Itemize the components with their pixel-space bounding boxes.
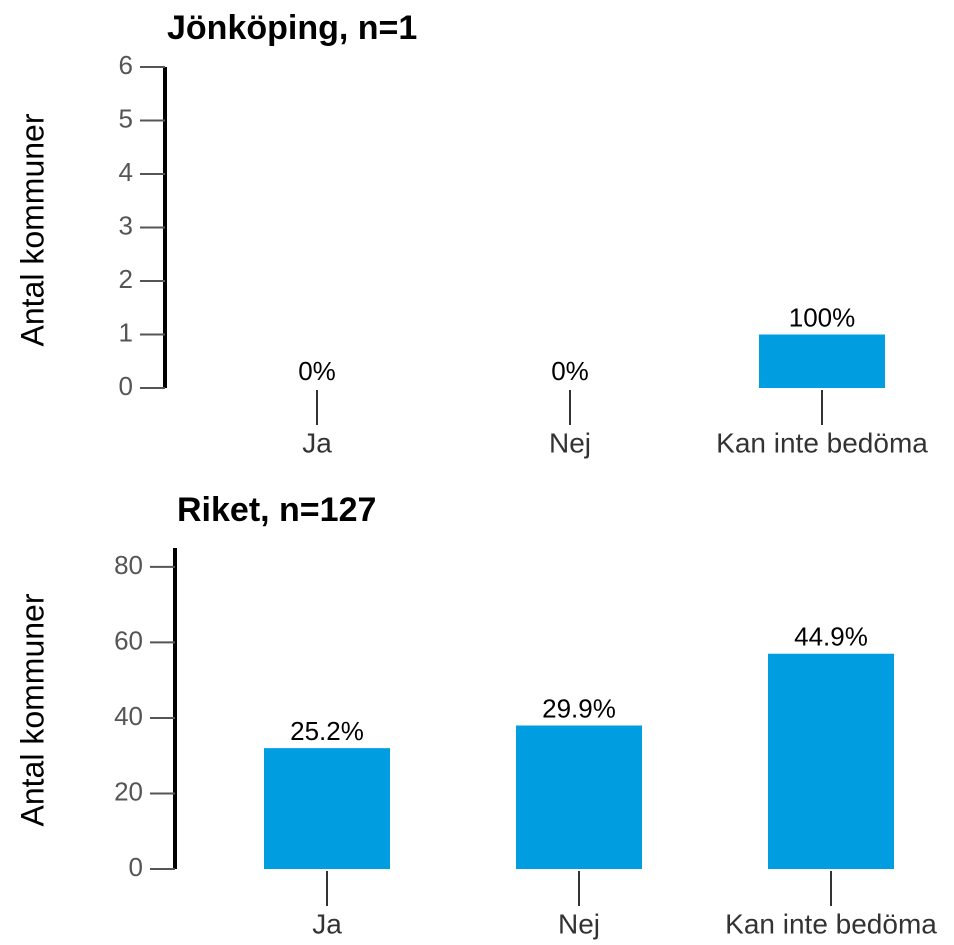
- bar: [516, 725, 642, 869]
- data-label: 0%: [551, 356, 589, 386]
- y-tick-label: 0: [119, 371, 133, 401]
- y-tick-label: 5: [119, 103, 133, 133]
- chart-title: Jönköping, n=1: [167, 9, 417, 47]
- y-tick-label: 80: [114, 550, 143, 580]
- bar: [768, 653, 894, 869]
- x-tick-label: Nej: [549, 427, 591, 458]
- y-axis-label: Antal kommuner: [14, 593, 50, 826]
- y-tick-label: 0: [129, 852, 143, 882]
- data-label: 29.9%: [542, 693, 616, 723]
- y-tick-label: 40: [114, 701, 143, 731]
- x-tick-label: Kan inte bedöma: [725, 908, 937, 939]
- y-tick-label: 60: [114, 625, 143, 655]
- chart-title: Riket, n=127: [177, 491, 376, 529]
- bar: [264, 748, 390, 869]
- data-label: 44.9%: [794, 622, 868, 652]
- y-tick-label: 20: [114, 776, 143, 806]
- x-tick-label: Ja: [312, 908, 342, 939]
- y-tick-label: 6: [119, 50, 133, 80]
- y-tick-label: 1: [119, 317, 133, 347]
- y-axis-label: Antal kommuner: [14, 113, 50, 346]
- bar: [759, 334, 885, 388]
- y-tick-label: 4: [119, 157, 133, 187]
- data-label: 100%: [789, 302, 856, 332]
- x-tick-label: Kan inte bedöma: [716, 427, 928, 458]
- y-tick-label: 3: [119, 210, 133, 240]
- y-tick-label: 2: [119, 264, 133, 294]
- x-tick-label: Ja: [302, 427, 332, 458]
- x-tick-label: Nej: [558, 908, 600, 939]
- data-label: 0%: [298, 356, 336, 386]
- data-label: 25.2%: [290, 716, 364, 746]
